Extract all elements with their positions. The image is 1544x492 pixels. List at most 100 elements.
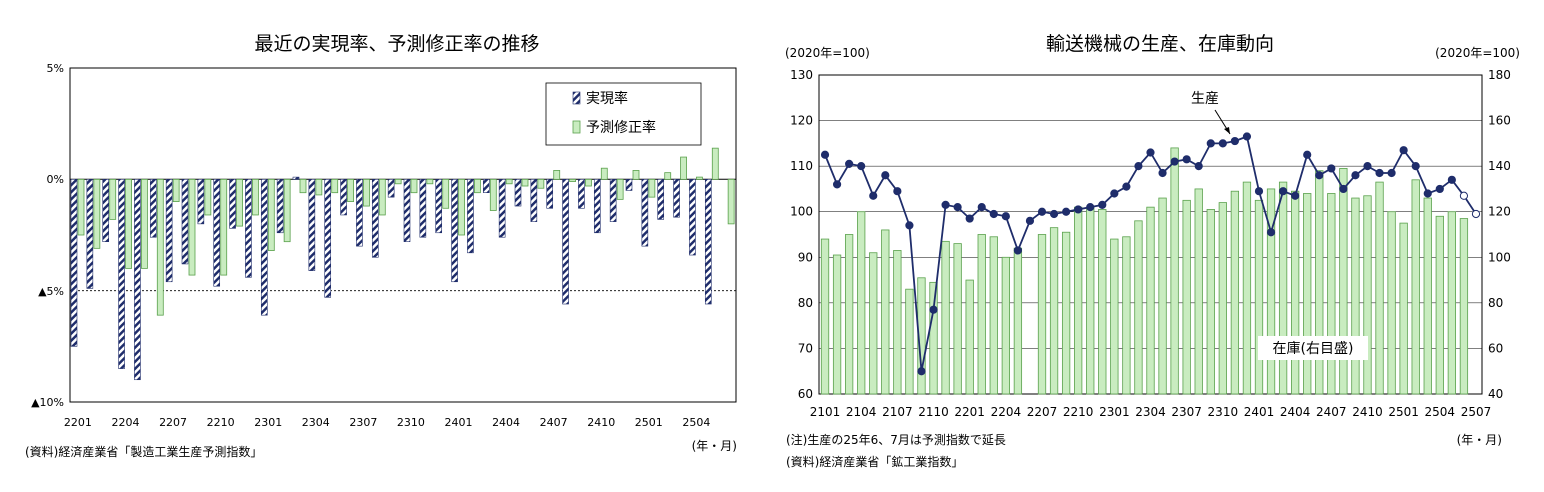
bar-revision (156, 178, 164, 316)
bar-inventory (1351, 197, 1360, 395)
point-production (1315, 171, 1324, 180)
point-production (881, 171, 890, 180)
chart-left-xtick-label: 2204 (112, 416, 140, 429)
chart-right-xticks: 2101 2104 2107 2110 2201 2204 2207 2210 2301 2304… (810, 405, 1491, 419)
bar-revision (331, 178, 339, 194)
bar-inventory (893, 250, 902, 395)
bar-inventory (1315, 170, 1324, 395)
bar-inventory (1447, 211, 1457, 395)
point-production (941, 200, 950, 209)
point-production (1013, 246, 1023, 255)
bar-revision (489, 178, 497, 211)
bar-revision (680, 156, 687, 180)
chart-right-xtick-label: 2107 (882, 405, 913, 419)
bar-revision (236, 178, 243, 227)
bar-realization (181, 179, 189, 265)
chart-right-ytick-right: 100 (1488, 250, 1511, 264)
legend-label-realization: 実現率 (586, 90, 628, 107)
bar-inventory (1411, 179, 1420, 395)
bar-revision (315, 178, 323, 196)
bar-inventory (1303, 193, 1312, 395)
bar-realization (276, 179, 284, 234)
point-production (1327, 164, 1336, 173)
bar-revision (474, 178, 481, 194)
bar-inventory (832, 254, 842, 395)
point-production (1170, 157, 1179, 166)
point-production (1339, 184, 1348, 194)
bar-inventory (1001, 256, 1010, 395)
bar-realization (245, 179, 252, 278)
chart-right-left-unit: (2020年=100) (785, 46, 870, 60)
chart-right-xtick-label: 2504 (1425, 405, 1456, 419)
chart-right-xtick-label: 2404 (1280, 405, 1311, 419)
bar-revision (696, 176, 703, 180)
chart-right-xtick-label: 2301 (1099, 405, 1130, 419)
point-production (953, 203, 962, 212)
bar-revision (632, 170, 640, 180)
chart-right-xtick-label: 2210 (1063, 405, 1094, 419)
bar-inventory (1254, 199, 1264, 395)
bar-realization (70, 179, 78, 347)
bar-inventory (905, 288, 914, 395)
chart-left-ytick: ▲10% (31, 396, 64, 409)
bar-realization (324, 179, 332, 298)
bar-realization (102, 179, 110, 242)
bar-inventory (1399, 222, 1408, 395)
point-production (917, 367, 926, 376)
bar-realization (530, 179, 538, 222)
point-production (1423, 189, 1432, 198)
chart-right-ytick-left: 130 (790, 68, 813, 82)
bar-revision (537, 178, 545, 189)
bar-revision (299, 178, 307, 194)
bar-realization (371, 179, 379, 258)
point-production (1086, 203, 1095, 212)
bar-realization (435, 179, 443, 234)
bar-realization (229, 179, 236, 229)
point-production (1146, 148, 1155, 157)
chart-left-xtick-label: 2501 (635, 416, 663, 429)
chart-left-title: 最近の実現率、予測修正率の推移 (254, 33, 539, 55)
bar-realization (498, 179, 506, 238)
chart-right-ytick-left: 80 (798, 296, 813, 310)
bar-realization (609, 179, 617, 222)
bar-revision (711, 147, 719, 180)
bar-revision (378, 178, 386, 216)
bar-revision (426, 178, 434, 185)
point-production (1447, 175, 1456, 184)
chart-right-xtick-label: 2110 (918, 405, 949, 419)
bar-inventory (1122, 236, 1131, 395)
bar-revision (648, 178, 656, 198)
point-production (1242, 132, 1252, 141)
bar-revision (569, 178, 576, 182)
chart-right: 輸送機械の生産、在庫動向 (2020年=100) (2020年=100) 130… (785, 33, 1520, 469)
bar-realization (673, 179, 680, 218)
legend-label-revision: 予測修正率 (586, 119, 656, 136)
bar-revision (664, 172, 672, 180)
point-production (893, 187, 902, 196)
bar-realization (197, 179, 205, 225)
bar-inventory (1266, 188, 1276, 395)
point-production (1074, 205, 1083, 214)
bar-realization (149, 179, 157, 238)
bar-revision (347, 178, 354, 202)
chart-right-xtick-label: 2507 (1461, 405, 1492, 419)
bar-inventory (1013, 247, 1023, 395)
chart-left-xtick-label: 2207 (159, 416, 187, 429)
chart-right-inventory-label: 在庫(右目盛) (1273, 340, 1354, 357)
chart-right-xtick-label: 2304 (1135, 405, 1166, 419)
point-production (1122, 182, 1131, 191)
bar-inventory (1387, 211, 1396, 395)
bar-realization (578, 179, 585, 209)
bar-inventory (1182, 199, 1191, 395)
bar-realization (118, 179, 125, 369)
bar-inventory (1291, 190, 1300, 395)
bar-revision (442, 178, 450, 209)
point-production (1411, 162, 1420, 171)
chart-right-ytick-right: 40 (1488, 387, 1503, 401)
chart-right-ytick-right: 80 (1488, 296, 1503, 310)
chart-right-xtick-label: 2201 (954, 405, 985, 419)
chart-left-xtick-label: 2404 (492, 416, 520, 429)
chart-right-ytick-left: 110 (790, 159, 813, 173)
bar-inventory (1037, 234, 1047, 395)
